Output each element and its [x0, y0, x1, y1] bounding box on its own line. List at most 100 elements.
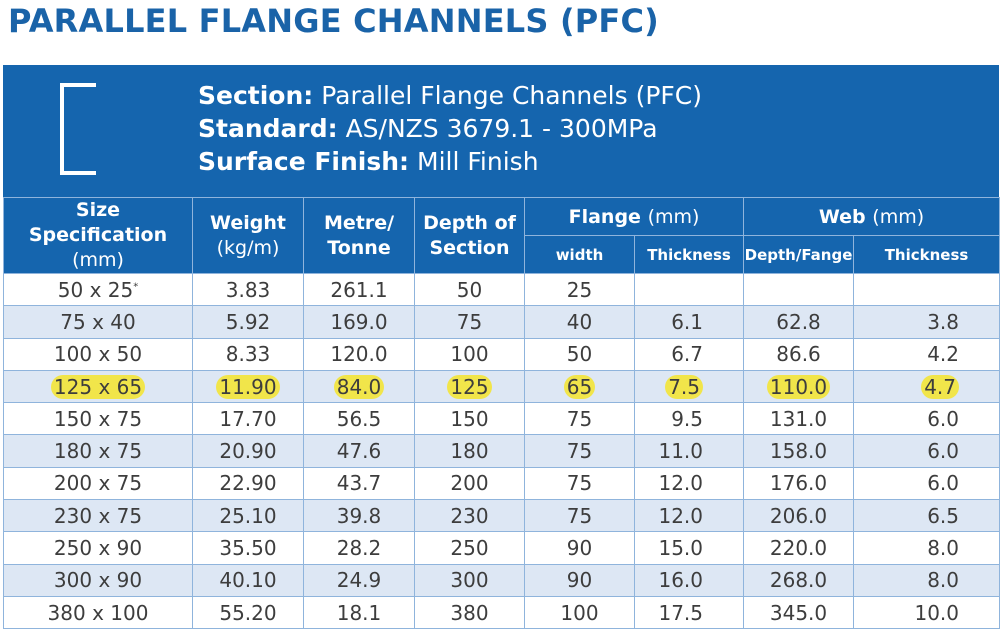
cell-web-depth: 86.6 [743, 337, 855, 371]
cell-flange-thickness: 17.5 [633, 595, 745, 629]
cell-depth-value: 250 [450, 536, 489, 561]
cell-flange-width-value: 65 [563, 374, 596, 399]
cell-web-thickness-value: 6.0 [927, 406, 960, 431]
cell-web-thickness: 8.0 [853, 563, 1000, 597]
cell-web-depth: 131.0 [743, 402, 855, 436]
cell-web-depth-value: 220.0 [769, 536, 828, 561]
cell-metre-tonne-value: 47.6 [336, 439, 382, 464]
cell-weight: 8.33 [192, 337, 304, 371]
cell-weight-value: 20.90 [219, 439, 277, 464]
web-header-unit: (mm) [872, 205, 925, 228]
cell-weight-value: 17.70 [219, 406, 277, 431]
cell-web-thickness-value: 4.7 [921, 374, 960, 399]
cell-flange-thickness: 7.5 [633, 369, 745, 404]
cell-flange-width: 25 [524, 272, 635, 307]
cell-weight-value: 22.90 [219, 471, 277, 496]
cell-flange-thickness: 12.0 [633, 466, 745, 501]
cell-flange-thickness: 9.5 [633, 402, 745, 436]
col-web-depth-header: Depth/Fange [743, 235, 855, 274]
cell-flange-thickness-value: 6.1 [671, 309, 704, 334]
cell-size-value: 180 x 75 [53, 439, 143, 464]
col-flange-thickness-header: Thickness [633, 235, 745, 274]
cell-flange-width: 75 [524, 466, 635, 501]
cell-depth-value: 200 [450, 471, 489, 496]
cell-weight-value: 35.50 [219, 536, 277, 561]
cell-web-thickness-value: 8.0 [927, 536, 960, 561]
cell-depth-value: 230 [450, 503, 489, 528]
cell-weight-value: 8.33 [225, 342, 271, 367]
cell-flange-thickness-value: 17.5 [658, 600, 704, 625]
cell-web-thickness: 6.5 [853, 499, 1000, 533]
col-size-header: Size Specification (mm) [3, 197, 193, 274]
cell-web-thickness: 8.0 [853, 531, 1000, 565]
cell-depth-value: 100 [450, 342, 489, 367]
col-depth-header: Depth of Section [414, 197, 525, 274]
cell-size: 125 x 65 [3, 369, 193, 404]
cell-metre-tonne: 39.8 [303, 499, 415, 533]
cell-metre-tonne-value: 84.0 [333, 374, 385, 399]
size-header-line2: Specification [28, 224, 168, 246]
cell-flange-thickness: 15.0 [633, 531, 745, 565]
cell-flange-width-value: 75 [566, 471, 593, 496]
channel-section-icon [60, 83, 96, 175]
flange-header: Flange [568, 205, 641, 228]
cell-web-depth-value: 62.8 [776, 309, 821, 334]
cell-metre-tonne-value: 169.0 [330, 309, 388, 334]
cell-weight: 25.10 [192, 499, 304, 533]
cell-web-depth-value: 176.0 [769, 471, 828, 496]
finish-line: Surface Finish: Mill Finish [198, 145, 702, 178]
cell-weight-value: 3.83 [225, 277, 271, 302]
depth-header-line1: Depth of [423, 211, 516, 234]
cell-flange-thickness-value: 11.0 [658, 439, 704, 464]
table-row: 150 x 75 17.70 56.5 150 75 9.5 131.0 6.0 [3, 402, 1000, 436]
spec-table: Size Specification (mm) Weight (kg/m) Me… [3, 197, 1000, 629]
table-body: 50 x 25* 3.83 261.1 50 25 75 x 40 5.92 169.0 75 4… [3, 272, 1000, 629]
cell-depth: 230 [414, 499, 525, 533]
size-header-line1: Size [75, 199, 121, 221]
cell-size: 380 x 100 [3, 595, 193, 629]
cell-weight: 17.70 [192, 402, 304, 436]
cell-metre-tonne-value: 43.7 [336, 471, 382, 496]
cell-web-depth: 176.0 [743, 466, 855, 501]
cell-weight-value: 55.20 [219, 600, 277, 625]
cell-web-thickness-value: 6.5 [927, 503, 960, 528]
cell-depth: 75 [414, 305, 525, 339]
cell-flange-width-value: 75 [566, 503, 593, 528]
cell-metre-tonne: 120.0 [303, 337, 415, 371]
standard-line: Standard: AS/NZS 3679.1 - 300MPa [198, 112, 702, 145]
size-header-unit: (mm) [72, 249, 124, 271]
cell-web-depth: 110.0 [743, 369, 855, 404]
cell-depth-value: 380 [450, 600, 489, 625]
cell-size-value: 300 x 90 [53, 568, 143, 593]
flange-header-unit: (mm) [647, 205, 700, 228]
cell-weight-value: 25.10 [219, 503, 277, 528]
cell-web-thickness-value: 10.0 [914, 600, 960, 625]
cell-metre-tonne: 169.0 [303, 305, 415, 339]
cell-flange-width-value: 90 [566, 536, 593, 561]
cell-size: 50 x 25* [3, 272, 193, 307]
table-row: 180 x 75 20.90 47.6 180 75 11.0 158.0 6.0 [3, 434, 1000, 468]
cell-weight-value: 5.92 [225, 309, 271, 334]
cell-depth: 380 [414, 595, 525, 629]
cell-depth-value: 180 [450, 439, 489, 464]
cell-metre-tonne-value: 56.5 [336, 406, 382, 431]
cell-metre-tonne: 84.0 [303, 369, 415, 404]
cell-flange-width: 100 [524, 595, 635, 629]
flange-group-header: Flange (mm) [523, 197, 745, 236]
cell-flange-width: 40 [524, 305, 635, 339]
cell-flange-width-value: 40 [566, 309, 593, 334]
table-row: 100 x 50 8.33 120.0 100 50 6.7 86.6 4.2 [3, 337, 1000, 371]
cell-web-depth-value: 110.0 [766, 374, 831, 399]
cell-depth: 250 [414, 531, 525, 565]
size-footnote-marker: * [133, 280, 139, 292]
cell-flange-width: 75 [524, 402, 635, 436]
web-group-header: Web (mm) [743, 197, 1000, 236]
standard-label: Standard: [198, 114, 338, 143]
table-row: 200 x 75 22.90 43.7 200 75 12.0 176.0 6.0 [3, 466, 1000, 501]
cell-web-depth: 62.8 [743, 305, 855, 339]
cell-flange-width: 65 [524, 369, 635, 404]
col-flange-width-header: width [524, 235, 635, 274]
cell-metre-tonne: 24.9 [303, 563, 415, 597]
cell-web-depth: 345.0 [743, 595, 855, 629]
table-row: 125 x 65 11.90 84.0 125 65 7.5 110.0 4.7 [3, 369, 1000, 404]
